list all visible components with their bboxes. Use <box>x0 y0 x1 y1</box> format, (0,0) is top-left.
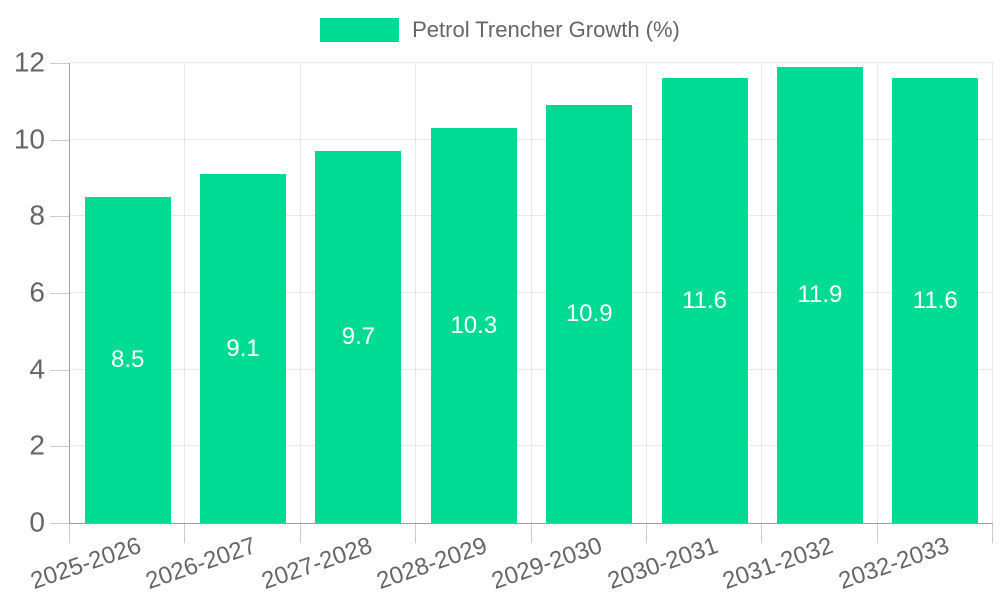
bar <box>892 78 979 523</box>
y-tick-label: 6 <box>29 276 45 308</box>
bar-value-label: 10.9 <box>565 300 613 328</box>
legend-swatch <box>320 18 400 42</box>
bar-value-label: 9.7 <box>341 323 376 351</box>
y-gridline <box>70 368 993 370</box>
x-tick-mark <box>69 524 70 543</box>
bar <box>546 105 633 523</box>
y-tick-mark <box>50 63 69 64</box>
y-gridline <box>70 445 993 447</box>
y-tick-label: 4 <box>29 353 45 385</box>
plot-area: 8.5 9.1 9.7 10.3 10.9 11.6 11.9 11.6 <box>69 62 993 524</box>
x-gridline <box>530 63 532 523</box>
x-tick-label: 2027-2028 <box>257 532 376 595</box>
x-gridline <box>645 63 647 523</box>
bar <box>661 78 748 523</box>
bar <box>200 174 287 523</box>
bar-value-label: 8.5 <box>111 346 145 374</box>
y-tick-mark <box>50 523 69 524</box>
bar-value-label: 10.3 <box>450 311 498 339</box>
x-gridline <box>415 63 417 523</box>
chart-legend: Petrol Trencher Growth (%) <box>0 17 1000 43</box>
bar <box>430 128 517 523</box>
x-tick-mark <box>645 524 647 543</box>
x-tick-label: 2031-2032 <box>719 532 837 595</box>
y-tick-mark <box>50 216 69 218</box>
y-tick-mark <box>50 293 69 294</box>
x-tick-mark <box>184 524 186 543</box>
bar-value-label: 9.1 <box>226 334 260 362</box>
x-tick-mark <box>992 524 993 543</box>
x-gridline <box>299 63 301 523</box>
bar <box>315 151 402 523</box>
y-gridline <box>70 62 993 63</box>
x-gridline <box>761 63 763 523</box>
y-tick-label: 12 <box>13 46 45 78</box>
legend-label: Petrol Trencher Growth (%) <box>412 17 680 42</box>
bar-value-label: 11.6 <box>682 286 728 314</box>
x-tick-label: 2025-2026 <box>27 532 145 595</box>
y-tick-mark <box>50 369 69 371</box>
bar <box>776 66 863 523</box>
y-tick-label: 8 <box>29 199 45 231</box>
y-tick-label: 0 <box>29 506 45 538</box>
x-gridline <box>992 63 993 523</box>
y-gridline <box>70 138 993 140</box>
x-tick-mark <box>415 524 417 543</box>
y-tick-mark <box>50 139 69 141</box>
y-gridline <box>70 215 993 217</box>
x-tick-label: 2030-2031 <box>604 532 722 595</box>
y-tick-label: 10 <box>13 123 45 155</box>
x-tick-mark <box>530 524 532 543</box>
x-tick-mark <box>299 524 301 543</box>
x-gridline <box>184 63 186 523</box>
bar-value-label: 11.6 <box>912 286 958 314</box>
x-tick-label: 2029-2030 <box>488 532 606 595</box>
x-tick-mark <box>876 524 878 543</box>
x-tick-label: 2026-2027 <box>142 532 260 595</box>
x-gridline <box>876 63 878 523</box>
y-tick-mark <box>50 446 69 448</box>
y-gridline <box>70 292 993 293</box>
bar <box>84 197 171 523</box>
y-tick-label: 2 <box>29 429 45 461</box>
x-tick-label: 2028-2029 <box>373 532 491 595</box>
x-tick-label: 2032-2033 <box>834 532 953 595</box>
x-tick-mark <box>761 524 763 543</box>
bar-value-label: 11.9 <box>797 280 843 308</box>
